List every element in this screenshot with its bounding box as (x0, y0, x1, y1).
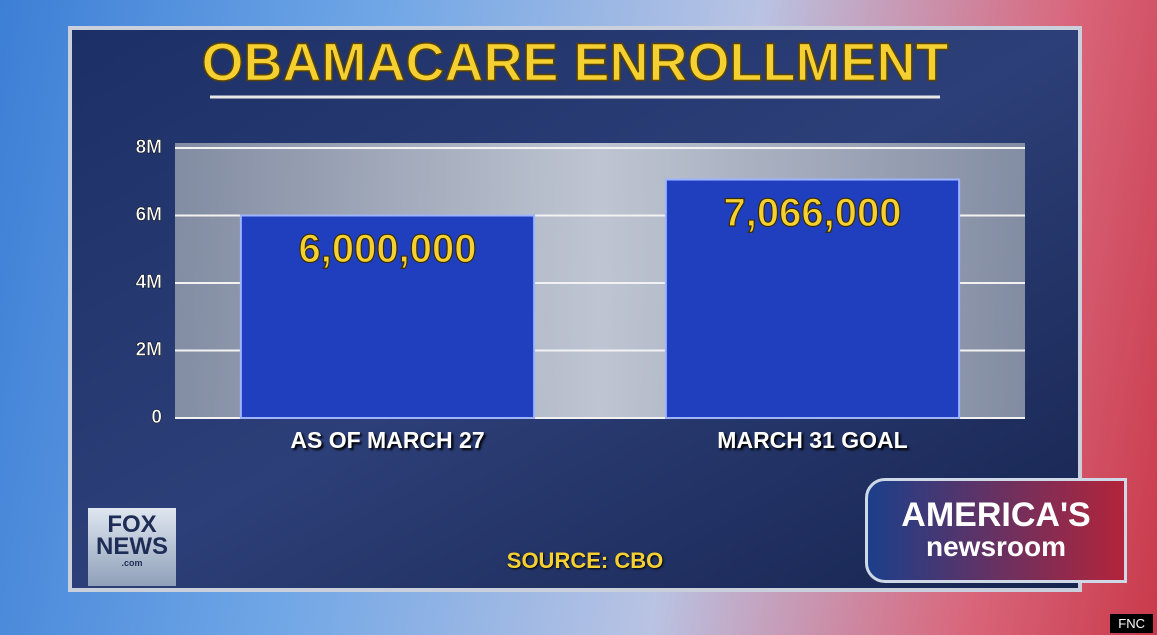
bar (664, 178, 961, 419)
y-tick-label: 2M (136, 340, 162, 361)
value-label: 7,066,000 (724, 191, 902, 235)
watermark: FNC (1110, 614, 1153, 633)
show-line: AMERICA'S (901, 496, 1091, 534)
y-tick-label: 0 (151, 407, 162, 428)
source: SOURCE: CBO (506, 548, 664, 573)
show-line: newsroom (925, 531, 1067, 562)
value-label: 6,000,000 (299, 227, 477, 271)
show-badge: AMERICA'S newsroom (865, 478, 1127, 583)
y-tick-label: 8M (136, 137, 162, 158)
logo-text: FOX NEWS (96, 511, 168, 560)
logo: FOX NEWS .com (88, 508, 176, 586)
x-tick-label: MARCH 31 GOAL (717, 427, 908, 453)
bar (239, 214, 536, 419)
chart-title: OBAMACARE ENROLLMENT (202, 32, 949, 92)
logo-sub: .com (121, 558, 143, 568)
x-tick-label: AS OF MARCH 27 (290, 427, 485, 453)
y-tick-label: 4M (136, 272, 162, 293)
y-tick-label: 6M (136, 205, 162, 226)
